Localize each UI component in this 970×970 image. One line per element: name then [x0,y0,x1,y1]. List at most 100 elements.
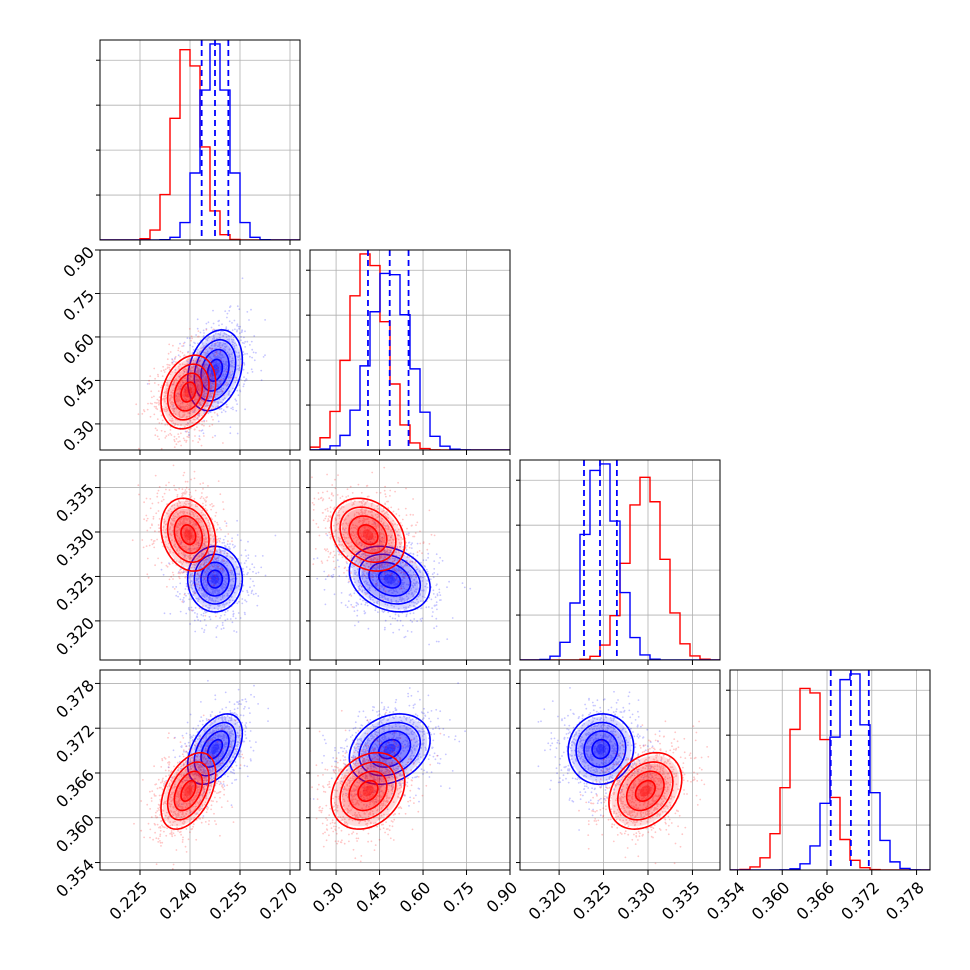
scatter-point [435,553,438,556]
scatter-point [165,402,168,405]
scatter-point [211,550,214,553]
scatter-point [463,586,466,589]
scatter-point [448,580,450,583]
scatter-point [377,572,379,574]
scatter-point [356,568,359,571]
scatter-point [418,570,421,573]
scatter-point [431,615,434,618]
scatter-point [186,403,189,406]
scatter-point [219,527,221,529]
scatter-point [177,398,180,401]
scatter-point [185,571,188,574]
scatter-point [198,586,201,589]
scatter-point [186,535,189,537]
scatter-point [192,582,194,585]
scatter-point [427,606,430,608]
scatter-point [194,505,197,508]
scatter-point [160,500,163,502]
scatter-point [330,574,333,577]
scatter-point [183,388,186,390]
scatter-point [211,361,214,364]
scatter-point [182,560,185,563]
scatter-point [217,480,220,482]
scatter-point [204,549,207,551]
scatter-point [217,608,219,611]
scatter-point [203,373,206,375]
scatter-point [183,411,186,414]
scatter-point [219,381,221,383]
scatter-point [243,336,245,339]
scatter-point [204,593,207,595]
scatter-point [185,534,188,537]
scatter-point [142,546,145,549]
scatter-point [160,568,163,571]
scatter-point [403,571,405,574]
scatter-point [188,377,191,380]
scatter-point [168,551,171,553]
scatter-point [400,572,402,574]
scatter-point [195,540,198,543]
scatter-point [215,596,218,599]
scatter-point [204,382,206,384]
scatter-point [221,585,224,588]
scatter-point [188,538,191,541]
scatter-point [226,595,229,597]
scatter-point [372,559,375,562]
scatter-point [434,596,437,599]
scatter-point [204,344,207,347]
scatter-point [405,549,408,551]
scatter-point [212,374,214,377]
scatter-point [217,590,220,593]
scatter-point [176,591,179,593]
scatter-point [221,595,224,597]
scatter-point [222,603,224,606]
scatter-point [183,370,186,373]
scatter-point [193,511,195,514]
scatter-point [192,359,194,362]
scatter-point [220,586,223,589]
scatter-point [228,353,230,356]
scatter-point [209,554,212,556]
scatter-point [193,592,196,595]
scatter-point [217,601,219,603]
scatter-point [338,565,340,568]
scatter-point [197,393,200,396]
scatter-point [214,567,217,569]
scatter-point [156,492,159,495]
scatter-point [204,367,207,370]
scatter-point [131,539,134,542]
scatter-point [177,513,179,516]
scatter-point [406,630,409,632]
scatter-point [173,507,176,510]
scatter-point [199,384,201,387]
scatter-point [165,392,168,394]
scatter-point [414,532,417,534]
scatter-point [178,393,181,396]
scatter-point [184,406,187,408]
scatter-point [194,592,197,595]
scatter-point [179,522,182,524]
scatter-point [390,571,393,574]
scatter-point [217,556,220,559]
scatter-point [389,577,392,579]
scatter-point [163,369,165,372]
scatter-point [219,367,222,370]
scatter-point [174,546,177,549]
scatter-point [336,559,339,562]
scatter-point [233,573,235,576]
scatter-point [350,565,353,568]
scatter-point [223,367,225,370]
scatter-point [160,447,163,450]
scatter-point [316,577,319,580]
scatter-point [416,620,418,622]
scatter-point [364,612,367,614]
scatter-point [183,535,186,538]
scatter-point [241,598,244,600]
scatter-point [387,564,389,567]
scatter-point [366,573,368,575]
scatter-point [237,566,240,568]
scatter-point [181,352,184,354]
scatter-point [241,329,244,331]
scatter-point [202,513,205,516]
scatter-point [216,541,219,543]
